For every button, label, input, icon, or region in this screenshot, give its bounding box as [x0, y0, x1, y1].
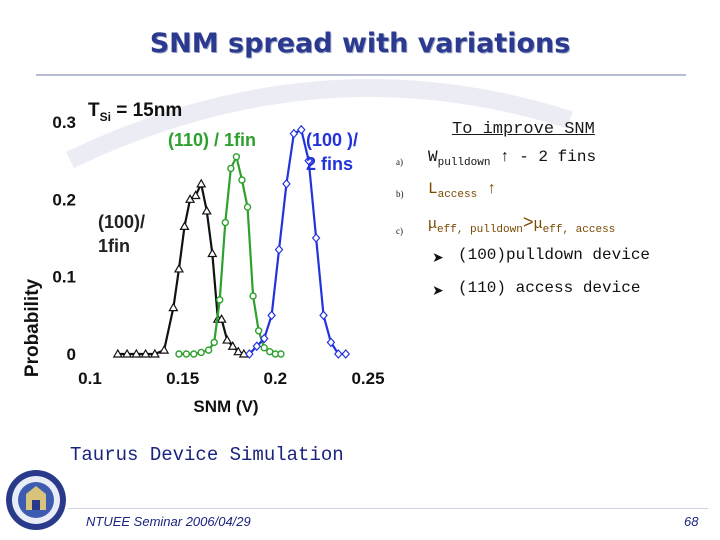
slide-title: SNM spread with variations	[149, 28, 571, 59]
data-point	[289, 128, 299, 139]
data-point	[216, 313, 227, 323]
series-label: 1fin	[98, 236, 130, 256]
data-point	[227, 164, 235, 173]
x-tick-label: 0.2	[264, 369, 288, 388]
x-tick-label: 0.25	[351, 369, 384, 388]
item-c-sub2: eff, access	[542, 224, 616, 236]
background-watermark	[66, 79, 573, 169]
item-c-sub1: eff, pulldown	[437, 224, 523, 236]
data-point	[296, 124, 306, 135]
university-seal-icon	[6, 470, 66, 530]
item-c-marker: c)	[396, 226, 403, 236]
item-a-sub: pulldown	[437, 157, 491, 170]
data-point	[175, 350, 183, 358]
data-point	[252, 341, 262, 352]
data-point	[245, 349, 254, 359]
improve-snm-heading: To improve SNM	[452, 120, 595, 139]
data-point	[277, 350, 285, 358]
item-b-text: Laccess ↑	[428, 180, 496, 201]
data-point	[207, 248, 218, 258]
data-point	[222, 334, 233, 344]
chart-title-main: T	[88, 100, 100, 121]
data-point	[204, 346, 213, 354]
data-point	[260, 344, 268, 352]
footer-divider	[68, 508, 708, 509]
series-label: (100 )/	[306, 130, 358, 150]
item-c-mu1: μ	[428, 216, 438, 233]
data-point	[168, 302, 179, 312]
data-point	[201, 205, 212, 215]
data-point	[227, 341, 238, 350]
series-label: (110) / 1fin	[168, 130, 256, 150]
series-label: (100)/	[98, 212, 145, 232]
y-tick-label: 0	[67, 345, 76, 364]
data-point	[282, 178, 291, 189]
y-tick-label: 0.3	[52, 113, 76, 132]
data-point	[334, 349, 343, 359]
y-tick-label: 0.1	[52, 268, 76, 287]
data-point	[112, 348, 123, 358]
data-point	[190, 350, 198, 358]
data-point	[131, 348, 142, 358]
y-axis-label: Probability	[22, 278, 43, 377]
data-point	[173, 263, 184, 273]
data-point	[319, 310, 328, 321]
arrow-bullet-icon: ➤	[432, 282, 444, 298]
x-axis-label: SNM (V)	[193, 397, 258, 416]
chart-title-rest: = 15nm	[111, 100, 182, 121]
data-point	[149, 348, 160, 358]
item-a-main: W	[428, 148, 438, 166]
title-divider	[36, 74, 686, 76]
x-tick-label: 0.15	[166, 369, 199, 388]
chart-title: TSi = 15nm	[88, 100, 182, 124]
data-point	[243, 203, 252, 211]
snm-probability-chart: TSi = 15nm Probability SNM (V) 0.1 0.15 0.…	[22, 100, 385, 416]
simulation-note: Taurus Device Simulation	[70, 444, 344, 466]
data-point	[233, 346, 244, 356]
bullet-2-text: (110) access device	[458, 279, 641, 297]
item-a-suffix: ↑ - 2 fins	[490, 148, 597, 166]
data-point	[159, 344, 170, 354]
bullet-1-text: (100)pulldown device	[458, 246, 651, 264]
item-b-suffix: ↑	[477, 180, 497, 198]
data-point	[259, 333, 269, 344]
series-line	[248, 128, 346, 356]
chart-title-subscript: Si	[100, 110, 111, 124]
series-line	[178, 153, 281, 356]
y-tick-label: 0.2	[52, 190, 76, 209]
x-tick-label: 0.1	[78, 369, 102, 388]
series-label: 2 fins	[306, 154, 353, 174]
data-point	[140, 348, 151, 358]
data-point	[216, 296, 224, 304]
data-point	[179, 221, 190, 230]
data-point	[254, 327, 263, 335]
item-c-text: μeff, pulldown>μeff, access	[428, 214, 615, 236]
data-point	[326, 337, 336, 348]
item-c-mu2: μ	[533, 216, 543, 233]
data-point	[182, 350, 191, 358]
data-point	[232, 153, 241, 161]
item-a-text: Wpulldown ↑ - 2 fins	[428, 148, 596, 169]
item-c-op: >	[522, 214, 534, 234]
data-point	[249, 292, 257, 300]
page-number: 68	[684, 514, 699, 529]
item-b-sub: access	[437, 189, 478, 202]
item-b-main: L	[428, 180, 438, 198]
item-b-marker: b)	[396, 189, 404, 199]
item-a-marker: a)	[396, 157, 403, 167]
footer-text: NTUEE Seminar 2006/04/29	[86, 514, 251, 529]
data-point	[221, 218, 229, 227]
data-point	[190, 190, 201, 200]
data-point	[274, 244, 284, 255]
arrow-bullet-icon: ➤	[432, 249, 444, 265]
data-point	[196, 178, 207, 188]
data-point	[311, 233, 321, 243]
data-point	[341, 349, 351, 359]
data-point	[210, 338, 218, 347]
data-point	[304, 155, 313, 166]
data-point	[197, 348, 205, 357]
data-point	[267, 310, 276, 321]
data-point	[238, 176, 246, 184]
data-point	[122, 348, 133, 358]
